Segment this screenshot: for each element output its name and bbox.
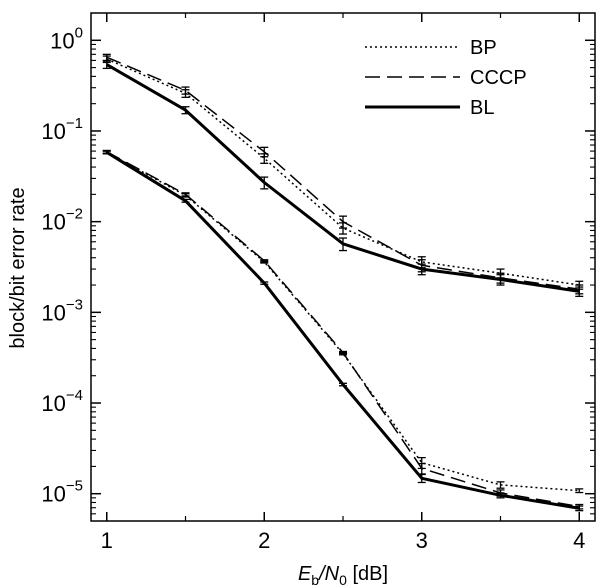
y-tick-label: 10−3 (41, 296, 83, 325)
x-tick-label: 4 (573, 528, 585, 553)
series-line-block-bl (106, 63, 580, 293)
error-bar (339, 350, 347, 355)
legend-label-bl: BL (470, 97, 494, 119)
error-bar (181, 192, 190, 197)
error-bar (339, 215, 347, 229)
error-bar (102, 53, 111, 62)
x-axis-label-mid: /N (317, 563, 340, 585)
error-bar (181, 106, 190, 115)
error-bar (417, 473, 426, 484)
error-bar (339, 237, 347, 252)
legend-label-bp: BP (470, 37, 497, 59)
legend: BP CCCP BL (365, 37, 527, 119)
series-line-bit-cccp (106, 151, 580, 508)
x-axis-label-unit: [dB] (347, 563, 388, 585)
error-bar (102, 60, 111, 70)
y-axis-ticks: 100 10−1 10−2 10−3 10−4 10−5 (41, 24, 595, 515)
x-axis-label-sub2: 0 (339, 572, 347, 586)
error-bar (260, 259, 269, 263)
series-line-bit-bp (106, 151, 580, 492)
error-bar (417, 263, 426, 276)
y-tick-label: 10−5 (41, 478, 83, 507)
y-axis-label: block/bit error rate (7, 187, 29, 348)
x-axis-ticks: 1 2 3 4 (101, 13, 585, 553)
x-axis-label: Eb/N0 [dB] (298, 563, 388, 586)
series-line-bit-bl (106, 151, 580, 510)
error-bar (260, 176, 269, 190)
x-tick-label: 3 (416, 528, 428, 553)
error-bar (260, 281, 269, 285)
error-bar (260, 146, 269, 158)
error-bar (102, 150, 111, 155)
error-bar (181, 198, 190, 203)
x-axis-label-main: E (298, 563, 312, 585)
error-bar (496, 274, 505, 286)
y-tick-label: 100 (50, 24, 83, 53)
x-axis-label-sub1: b (311, 572, 319, 586)
series-layer (106, 56, 580, 510)
error-bar (575, 286, 584, 298)
error-bar (181, 86, 190, 95)
series-line-block-cccp (106, 56, 580, 290)
error-bar (575, 488, 584, 494)
y-tick-label: 10−1 (41, 115, 83, 144)
error-bar (496, 481, 505, 489)
x-tick-label: 2 (258, 528, 270, 553)
error-bar (496, 492, 505, 499)
y-tick-label: 10−4 (41, 387, 83, 416)
y-tick-label: 10−2 (41, 206, 83, 235)
errorbar-layer (102, 53, 584, 512)
legend-label-cccp: CCCP (470, 67, 527, 89)
error-bar (339, 382, 347, 387)
plot-frame (90, 12, 596, 522)
error-bar (575, 505, 584, 512)
x-tick-label: 1 (101, 528, 113, 553)
